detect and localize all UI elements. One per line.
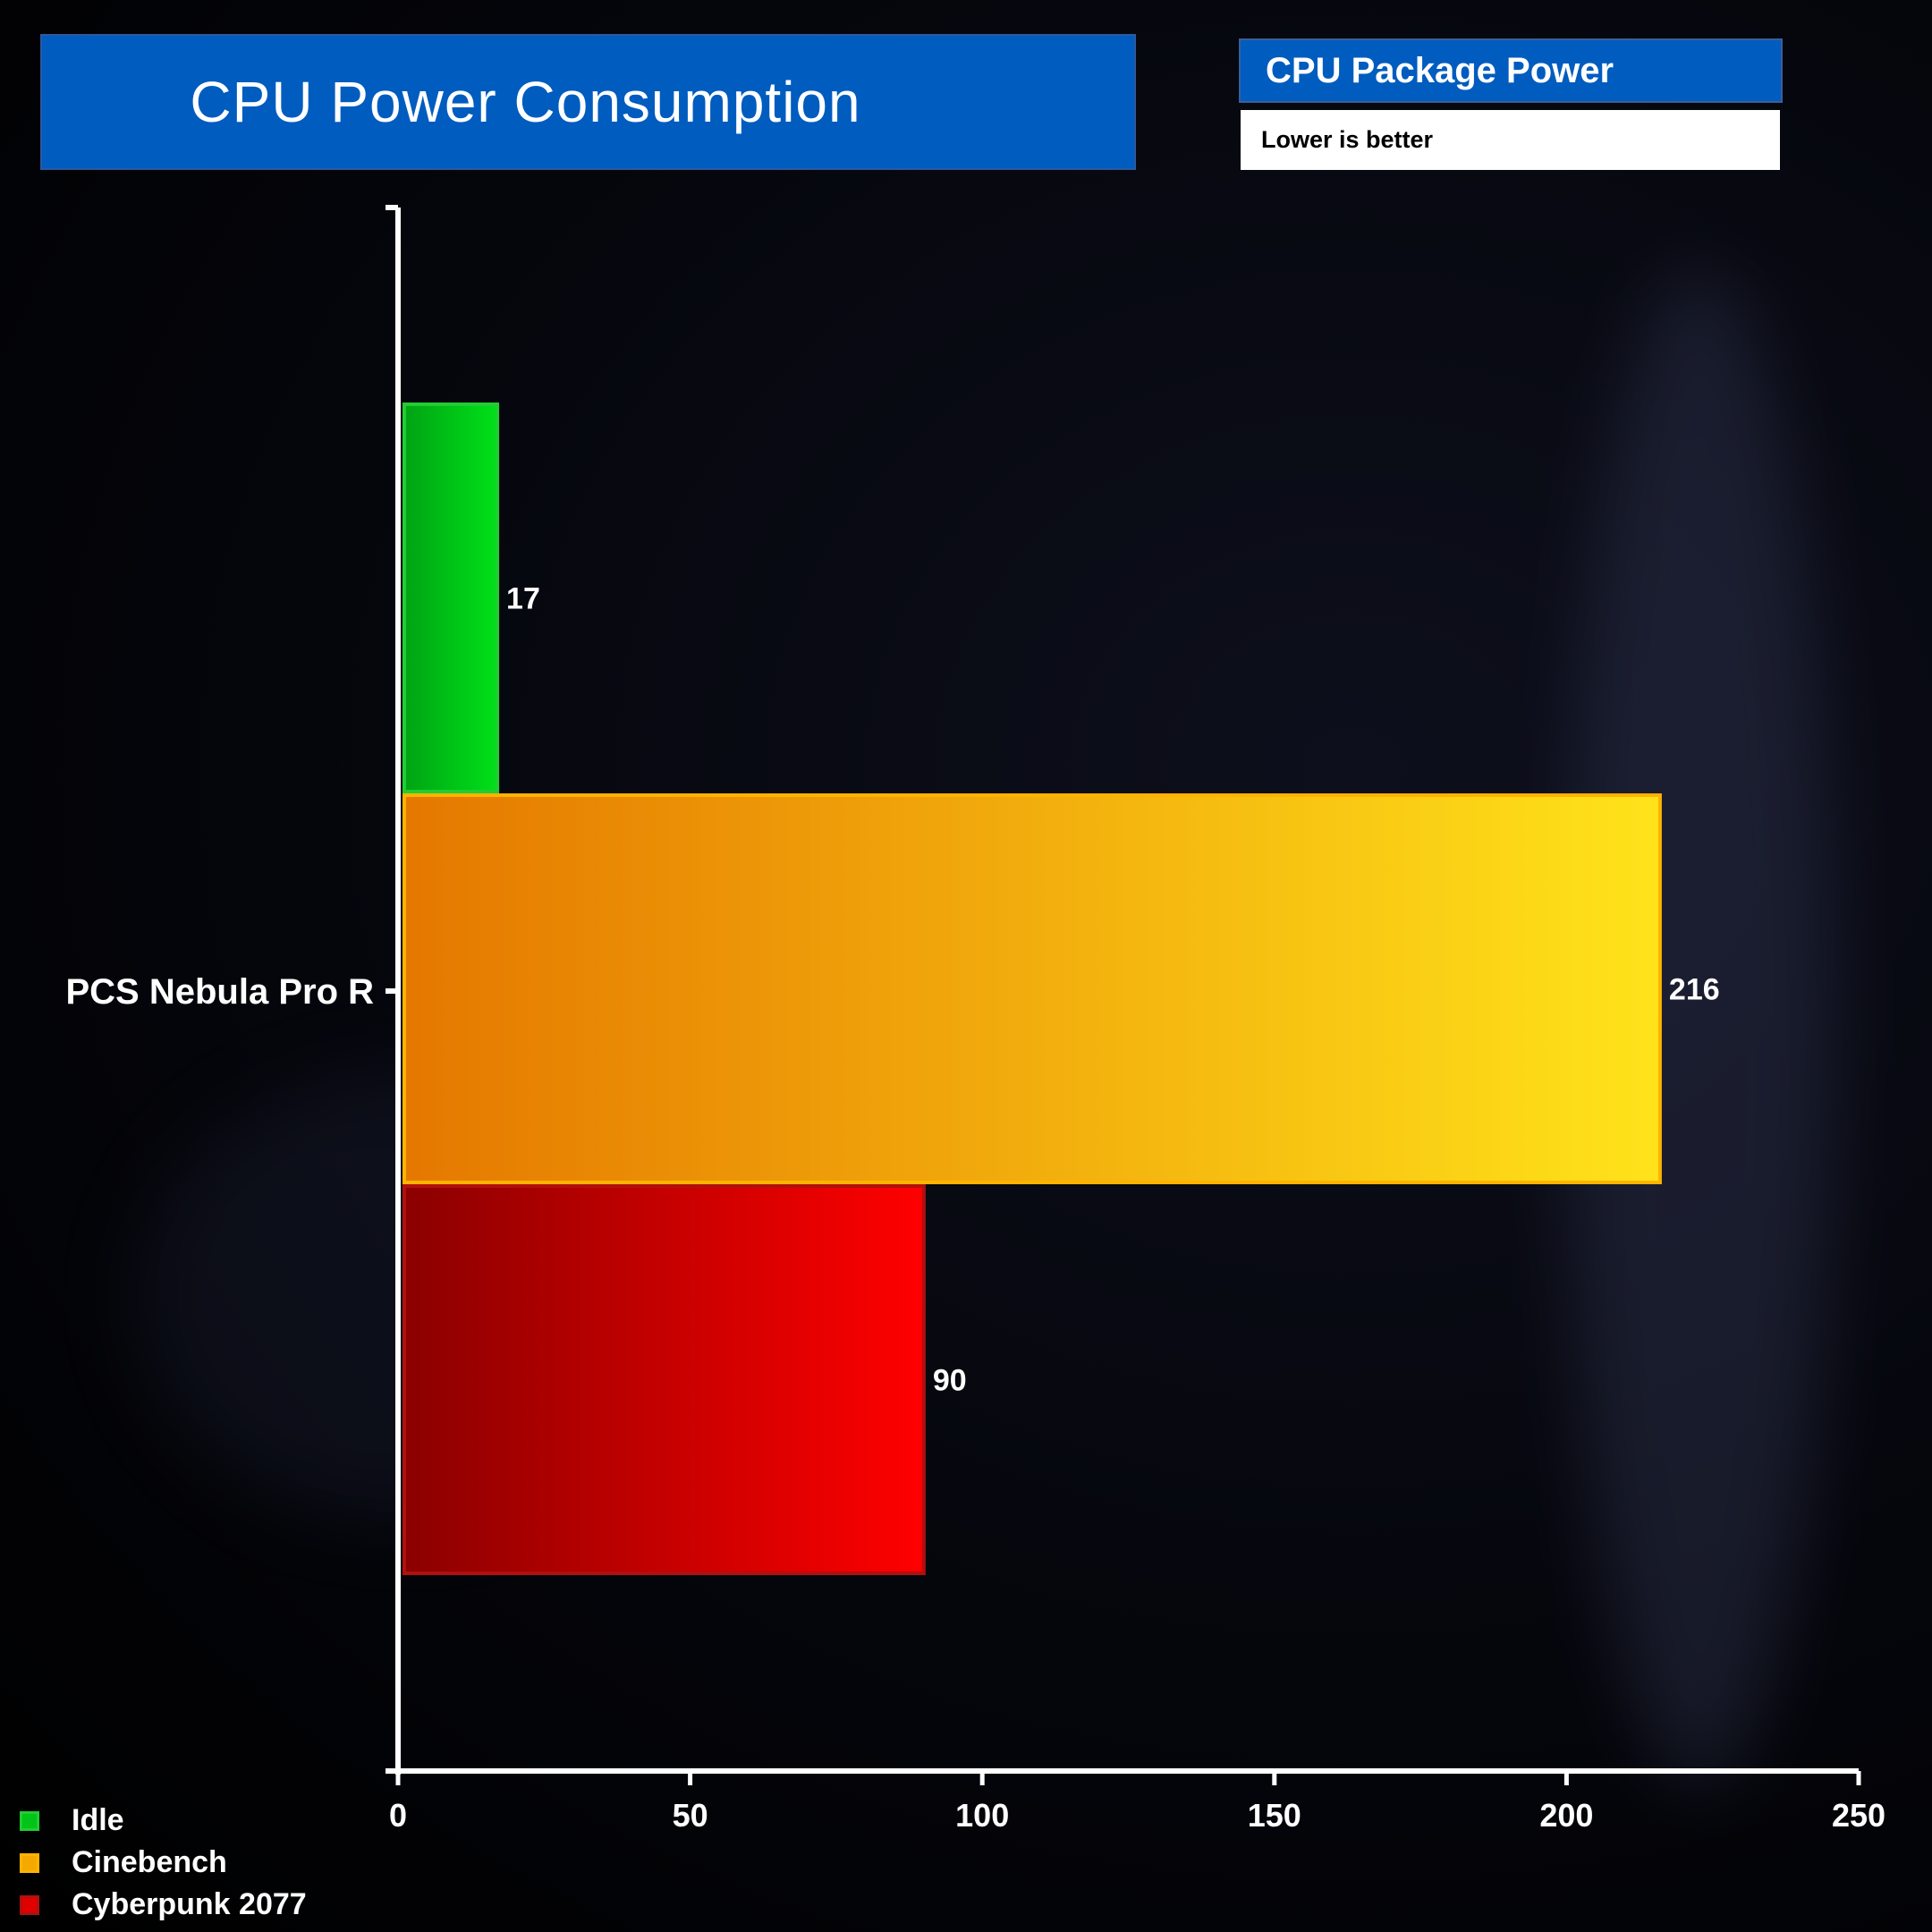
- legend: Idle Cinebench Cyberpunk 2077: [20, 1800, 307, 1926]
- data-label: 216: [1669, 973, 1720, 1007]
- legend-swatch: [20, 1894, 39, 1915]
- x-tick-label: 150: [1248, 1797, 1301, 1834]
- legend-label: Cinebench: [72, 1845, 227, 1879]
- metric-banner: CPU Package Power: [1239, 38, 1783, 103]
- bar-idle: [402, 402, 500, 793]
- legend-label: Cyberpunk 2077: [72, 1887, 307, 1921]
- x-tick-label: 100: [955, 1797, 1009, 1834]
- bars-group: 17 216 90: [402, 402, 1720, 1575]
- x-tick-label: 250: [1832, 1797, 1885, 1834]
- chart-title: CPU Power Consumption: [190, 70, 861, 134]
- chart-title-banner: CPU Power Consumption: [40, 34, 1136, 170]
- metric-label: CPU Package Power: [1266, 50, 1614, 90]
- x-tick-label: 0: [389, 1797, 407, 1834]
- legend-item: Idle: [20, 1800, 307, 1842]
- note-banner: Lower is better: [1241, 110, 1780, 170]
- note-label: Lower is better: [1261, 126, 1434, 153]
- legend-swatch: [20, 1852, 39, 1873]
- data-label: 90: [933, 1364, 967, 1398]
- data-label: 17: [506, 582, 540, 616]
- bar-cinebench: [402, 793, 1662, 1184]
- bar-cyberpunk-2077: [402, 1184, 926, 1575]
- x-tick-label: 50: [673, 1797, 708, 1834]
- legend-item: Cyberpunk 2077: [20, 1884, 307, 1926]
- legend-item: Cinebench: [20, 1842, 307, 1884]
- legend-label: Idle: [72, 1803, 124, 1837]
- x-tick-label: 200: [1539, 1797, 1593, 1834]
- category-label: PCS Nebula Pro R: [65, 972, 374, 1012]
- legend-swatch: [20, 1810, 39, 1831]
- axes-group: PCS Nebula Pro R 0 50 100 150 200 250: [65, 205, 1885, 1834]
